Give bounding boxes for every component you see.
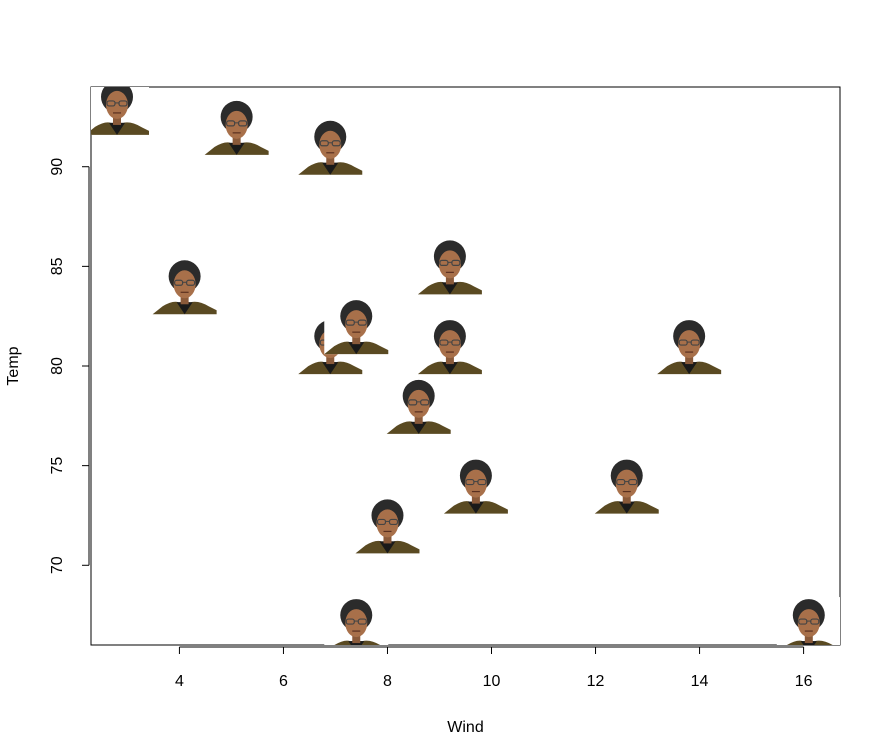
y-tick-label: 85: [49, 257, 66, 275]
portrait-marker: [657, 318, 722, 375]
x-axis-label: Wind: [447, 719, 483, 736]
y-tick-label: 90: [49, 158, 66, 176]
portrait-marker: [324, 298, 389, 355]
portrait-marker: [324, 597, 389, 645]
x-tick-label: 10: [483, 673, 501, 690]
x-tick-label: 4: [175, 673, 184, 690]
plot-frame: [90, 86, 841, 646]
portrait-marker: [355, 497, 420, 554]
y-axis-label: Temp: [5, 346, 22, 385]
x-tick-label: 16: [795, 673, 813, 690]
x-tick-label: 6: [279, 673, 288, 690]
y-tick-label: 80: [49, 357, 66, 375]
portrait-marker: [91, 87, 150, 135]
portrait-marker: [298, 118, 363, 175]
portrait-marker: [386, 377, 451, 434]
points-layer: [91, 87, 840, 645]
portrait-marker: [152, 258, 217, 315]
portrait-marker: [594, 457, 659, 514]
y-tick-label: 75: [49, 457, 66, 475]
portrait-marker: [417, 318, 482, 375]
x-tick-label: 14: [691, 673, 709, 690]
x-tick-label: 12: [587, 673, 605, 690]
portrait-marker: [417, 238, 482, 295]
y-axis: 70 75 80 85 90: [49, 158, 90, 574]
portrait-marker: [443, 457, 508, 514]
x-axis: 4 6 8 10 12 14 16: [175, 646, 813, 690]
x-tick-label: 8: [383, 673, 392, 690]
y-tick-label: 70: [49, 556, 66, 574]
portrait-marker: [204, 98, 269, 155]
portrait-marker: [776, 597, 840, 645]
